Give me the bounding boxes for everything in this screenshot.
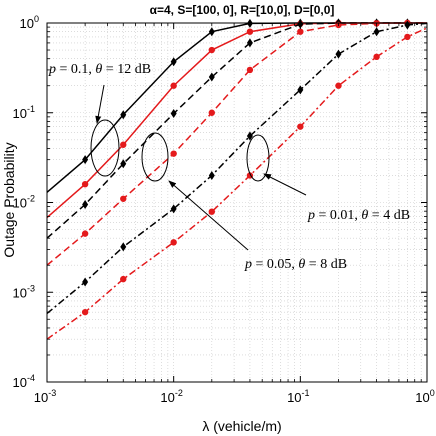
data-point-marker <box>82 199 89 209</box>
y-tick-label: 10-4 <box>13 373 35 390</box>
annotation-group: p = 0.1, θ = 12 dB p = 0.05, θ = 8 dB p = … <box>48 62 410 272</box>
x-tick-label: 10-2 <box>160 388 182 405</box>
data-point-marker <box>208 27 215 37</box>
y-tick-label: 10-2 <box>13 194 35 211</box>
data-point-marker <box>120 242 127 252</box>
data-point-marker <box>81 230 89 237</box>
data-point-marker <box>373 27 380 37</box>
data-point-marker <box>208 72 215 82</box>
data-point-marker <box>120 159 127 169</box>
annotation-label: p = 0.01, θ = 4 dB <box>307 208 410 223</box>
data-point-marker <box>170 204 177 214</box>
annotation-arrow <box>263 173 307 196</box>
data-point-marker <box>81 180 89 188</box>
y-axis-label: Outage Probability <box>1 142 17 257</box>
data-point-marker <box>246 38 253 48</box>
series-line-1 <box>46 22 427 193</box>
x-tick-label: 10-3 <box>34 388 56 405</box>
annotation-label: p = 0.05, θ = 8 dB <box>244 257 347 272</box>
group-ellipse <box>141 132 169 182</box>
data-point-marker <box>81 308 89 316</box>
x-tick-label: 100 <box>415 388 434 405</box>
data-point-marker <box>82 277 89 287</box>
data-point-marker <box>297 123 304 130</box>
group-ellipse <box>90 119 120 177</box>
annotation-arrow <box>95 84 105 124</box>
data-point-marker <box>208 109 215 116</box>
annotation-theta-value: 4 dB <box>383 208 410 223</box>
data-point-marker <box>170 150 177 157</box>
data-point-marker <box>208 208 215 215</box>
series-line-5 <box>46 22 428 315</box>
data-point-marker <box>170 82 177 89</box>
data-point-marker <box>120 110 127 120</box>
data-point-marker <box>82 155 89 165</box>
data-point-marker <box>335 82 342 89</box>
data-point-marker <box>170 109 177 119</box>
series-line-4 <box>46 22 427 266</box>
data-point-marker <box>170 57 177 67</box>
data-point-marker <box>297 28 304 35</box>
data-point-marker <box>335 49 342 59</box>
annotation-p-value: 0.05 <box>267 257 292 272</box>
annotation-theta-value: 8 dB <box>320 257 347 272</box>
chart-title: α=4, S=[100, 0], R=[10,0], D=[0,0] <box>150 3 335 17</box>
y-tick-label: 10-3 <box>13 283 35 300</box>
annotation-p-value: 0.01 <box>330 208 355 223</box>
data-point-marker <box>208 170 215 180</box>
y-tick-label: 10-1 <box>13 104 35 121</box>
annotation-p-value: 0.1 <box>71 62 89 77</box>
y-tick-label: 100 <box>20 14 39 31</box>
data-point-marker <box>297 85 304 95</box>
series-line-3 <box>46 22 427 239</box>
group-ellipse <box>246 134 270 182</box>
x-tick-label: 10-1 <box>287 388 309 405</box>
annotation-label: p = 0.1, θ = 12 dB <box>48 62 151 77</box>
data-point-marker <box>208 46 215 54</box>
data-point-marker <box>373 53 380 61</box>
data-point-marker <box>246 28 254 35</box>
data-point-marker <box>246 66 254 74</box>
annotation-arrow <box>168 180 249 251</box>
data-point-marker <box>120 275 127 283</box>
data-point-marker <box>246 131 253 141</box>
data-point-marker <box>404 33 411 41</box>
annotation-theta-value: 12 dB <box>117 62 151 77</box>
data-point-marker <box>120 195 127 202</box>
data-point-marker <box>170 239 177 246</box>
data-point-marker <box>120 141 127 148</box>
x-axis-label: λ (vehicle/m) <box>202 418 281 434</box>
